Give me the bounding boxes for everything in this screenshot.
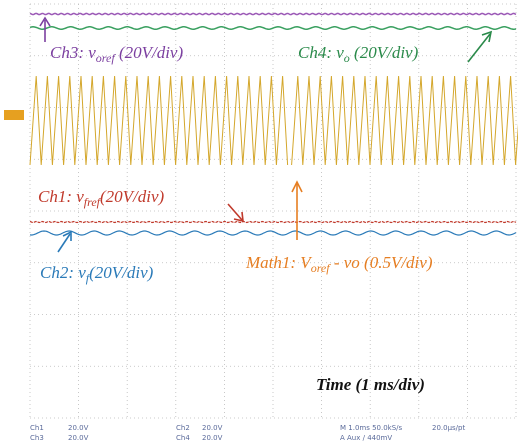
trace-ch1 — [29, 220, 517, 224]
status-text: Ch4 — [176, 434, 190, 442]
text: Math1: V — [245, 253, 313, 272]
text: (20V/div) — [100, 187, 165, 206]
status-text: Ch3 — [30, 434, 44, 442]
arrow-head — [481, 30, 493, 43]
text: Ch4: v — [298, 43, 344, 62]
arrow-head — [39, 16, 51, 27]
arrow-head — [291, 180, 303, 193]
arrow — [57, 233, 71, 253]
text: o — [344, 51, 350, 65]
text: Ch3: v — [50, 43, 96, 62]
trace-ch3 — [29, 12, 517, 16]
text: (20V/div) — [115, 43, 184, 62]
ch2-label: Ch2: vf(20V/div) — [40, 263, 154, 285]
status-text: 20.0V — [68, 434, 89, 442]
arrow — [227, 203, 243, 221]
grid — [29, 3, 517, 419]
status-text: 20.0V — [202, 424, 223, 432]
ch3-label: Ch3: voref (20V/div) — [50, 43, 183, 65]
time-label: Time (1 ms/div) — [316, 375, 425, 394]
status-text: A Aux / 440mV — [340, 434, 392, 442]
status-text: 20.0V — [202, 434, 223, 442]
status-text: Ch2 — [176, 424, 190, 432]
trace-ch2 — [29, 230, 517, 236]
status-text: Ch1 — [30, 424, 44, 432]
status-text: 20.0V — [68, 424, 89, 432]
text: - vo (0.5V/div) — [330, 253, 433, 272]
math-marker — [4, 110, 24, 120]
status-text: M 1.0ms 50.0kS/s — [340, 424, 403, 432]
status-text: 20.0µs/pt — [432, 424, 465, 432]
arrow-head — [62, 230, 72, 241]
status-bar: Ch1 20.0V Ch3 20.0V Ch2 20.0V Ch4 20.0V … — [30, 424, 465, 442]
text: oref — [96, 51, 117, 65]
math1-label: Math1: Voref - vo (0.5V/div) — [245, 253, 433, 275]
text: Ch2: v — [40, 263, 86, 282]
text: (20V/div) — [89, 263, 154, 282]
trace-ch4 — [29, 26, 517, 30]
ch4-label: Ch4: vo (20V/div) — [298, 43, 419, 65]
text: oref — [311, 261, 332, 275]
arrows — [39, 16, 493, 253]
text: Ch1: v — [38, 187, 84, 206]
text: f — [86, 271, 91, 285]
text: (20V/div) — [350, 43, 419, 62]
ch1-label: Ch1: vfref(20V/div) — [38, 187, 165, 209]
traces — [29, 12, 518, 236]
trace-ch1-yellow — [29, 75, 518, 166]
arrow-head — [233, 211, 244, 223]
arrow — [467, 33, 491, 63]
text: fref — [84, 195, 102, 209]
